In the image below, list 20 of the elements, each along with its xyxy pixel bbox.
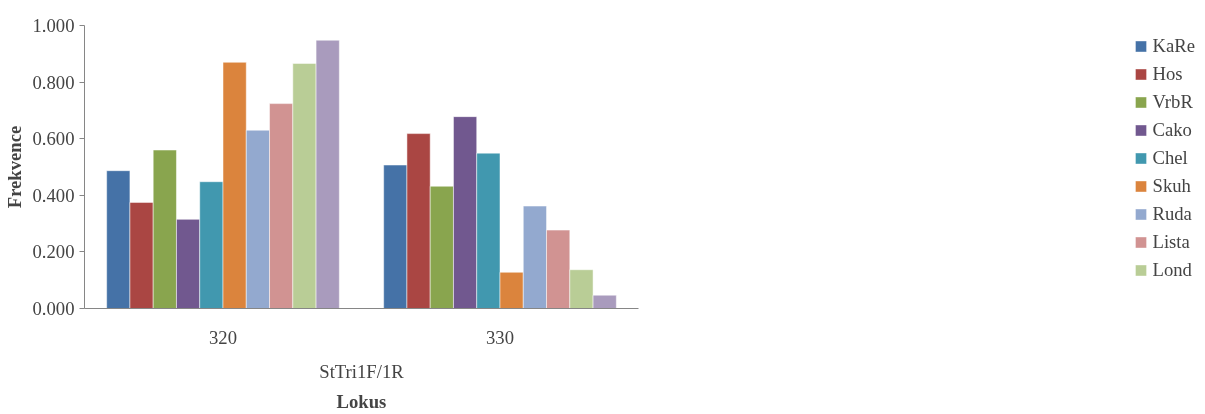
x-tick-label: 320 bbox=[209, 326, 237, 348]
x-tick-label: 330 bbox=[486, 326, 514, 348]
legend-label: Lond bbox=[1152, 259, 1192, 281]
legend-label: Ruda bbox=[1152, 203, 1192, 225]
legend-label: VrbR bbox=[1152, 91, 1193, 113]
y-axis-title: Frekvence bbox=[3, 125, 25, 209]
x-axis-title: Lokus bbox=[336, 390, 387, 412]
y-tick-label: 0.200 bbox=[32, 241, 75, 263]
y-tick-label: 0.400 bbox=[32, 184, 75, 206]
text: StTri1F/1R bbox=[319, 360, 405, 382]
y-tick-label: 0.800 bbox=[32, 71, 75, 93]
legend-label: Skuh bbox=[1152, 175, 1191, 197]
legend-label: Lista bbox=[1152, 231, 1190, 253]
legend-label: Cako bbox=[1152, 119, 1192, 141]
y-tick-label: 0.600 bbox=[32, 128, 75, 150]
y-tick-label: 1.000 bbox=[32, 15, 75, 36]
legend-label: KaRe bbox=[1152, 35, 1195, 57]
legend-label: Chel bbox=[1152, 147, 1188, 169]
y-tick-label: 0.000 bbox=[32, 298, 75, 319]
legend-label: Hos bbox=[1152, 63, 1183, 85]
